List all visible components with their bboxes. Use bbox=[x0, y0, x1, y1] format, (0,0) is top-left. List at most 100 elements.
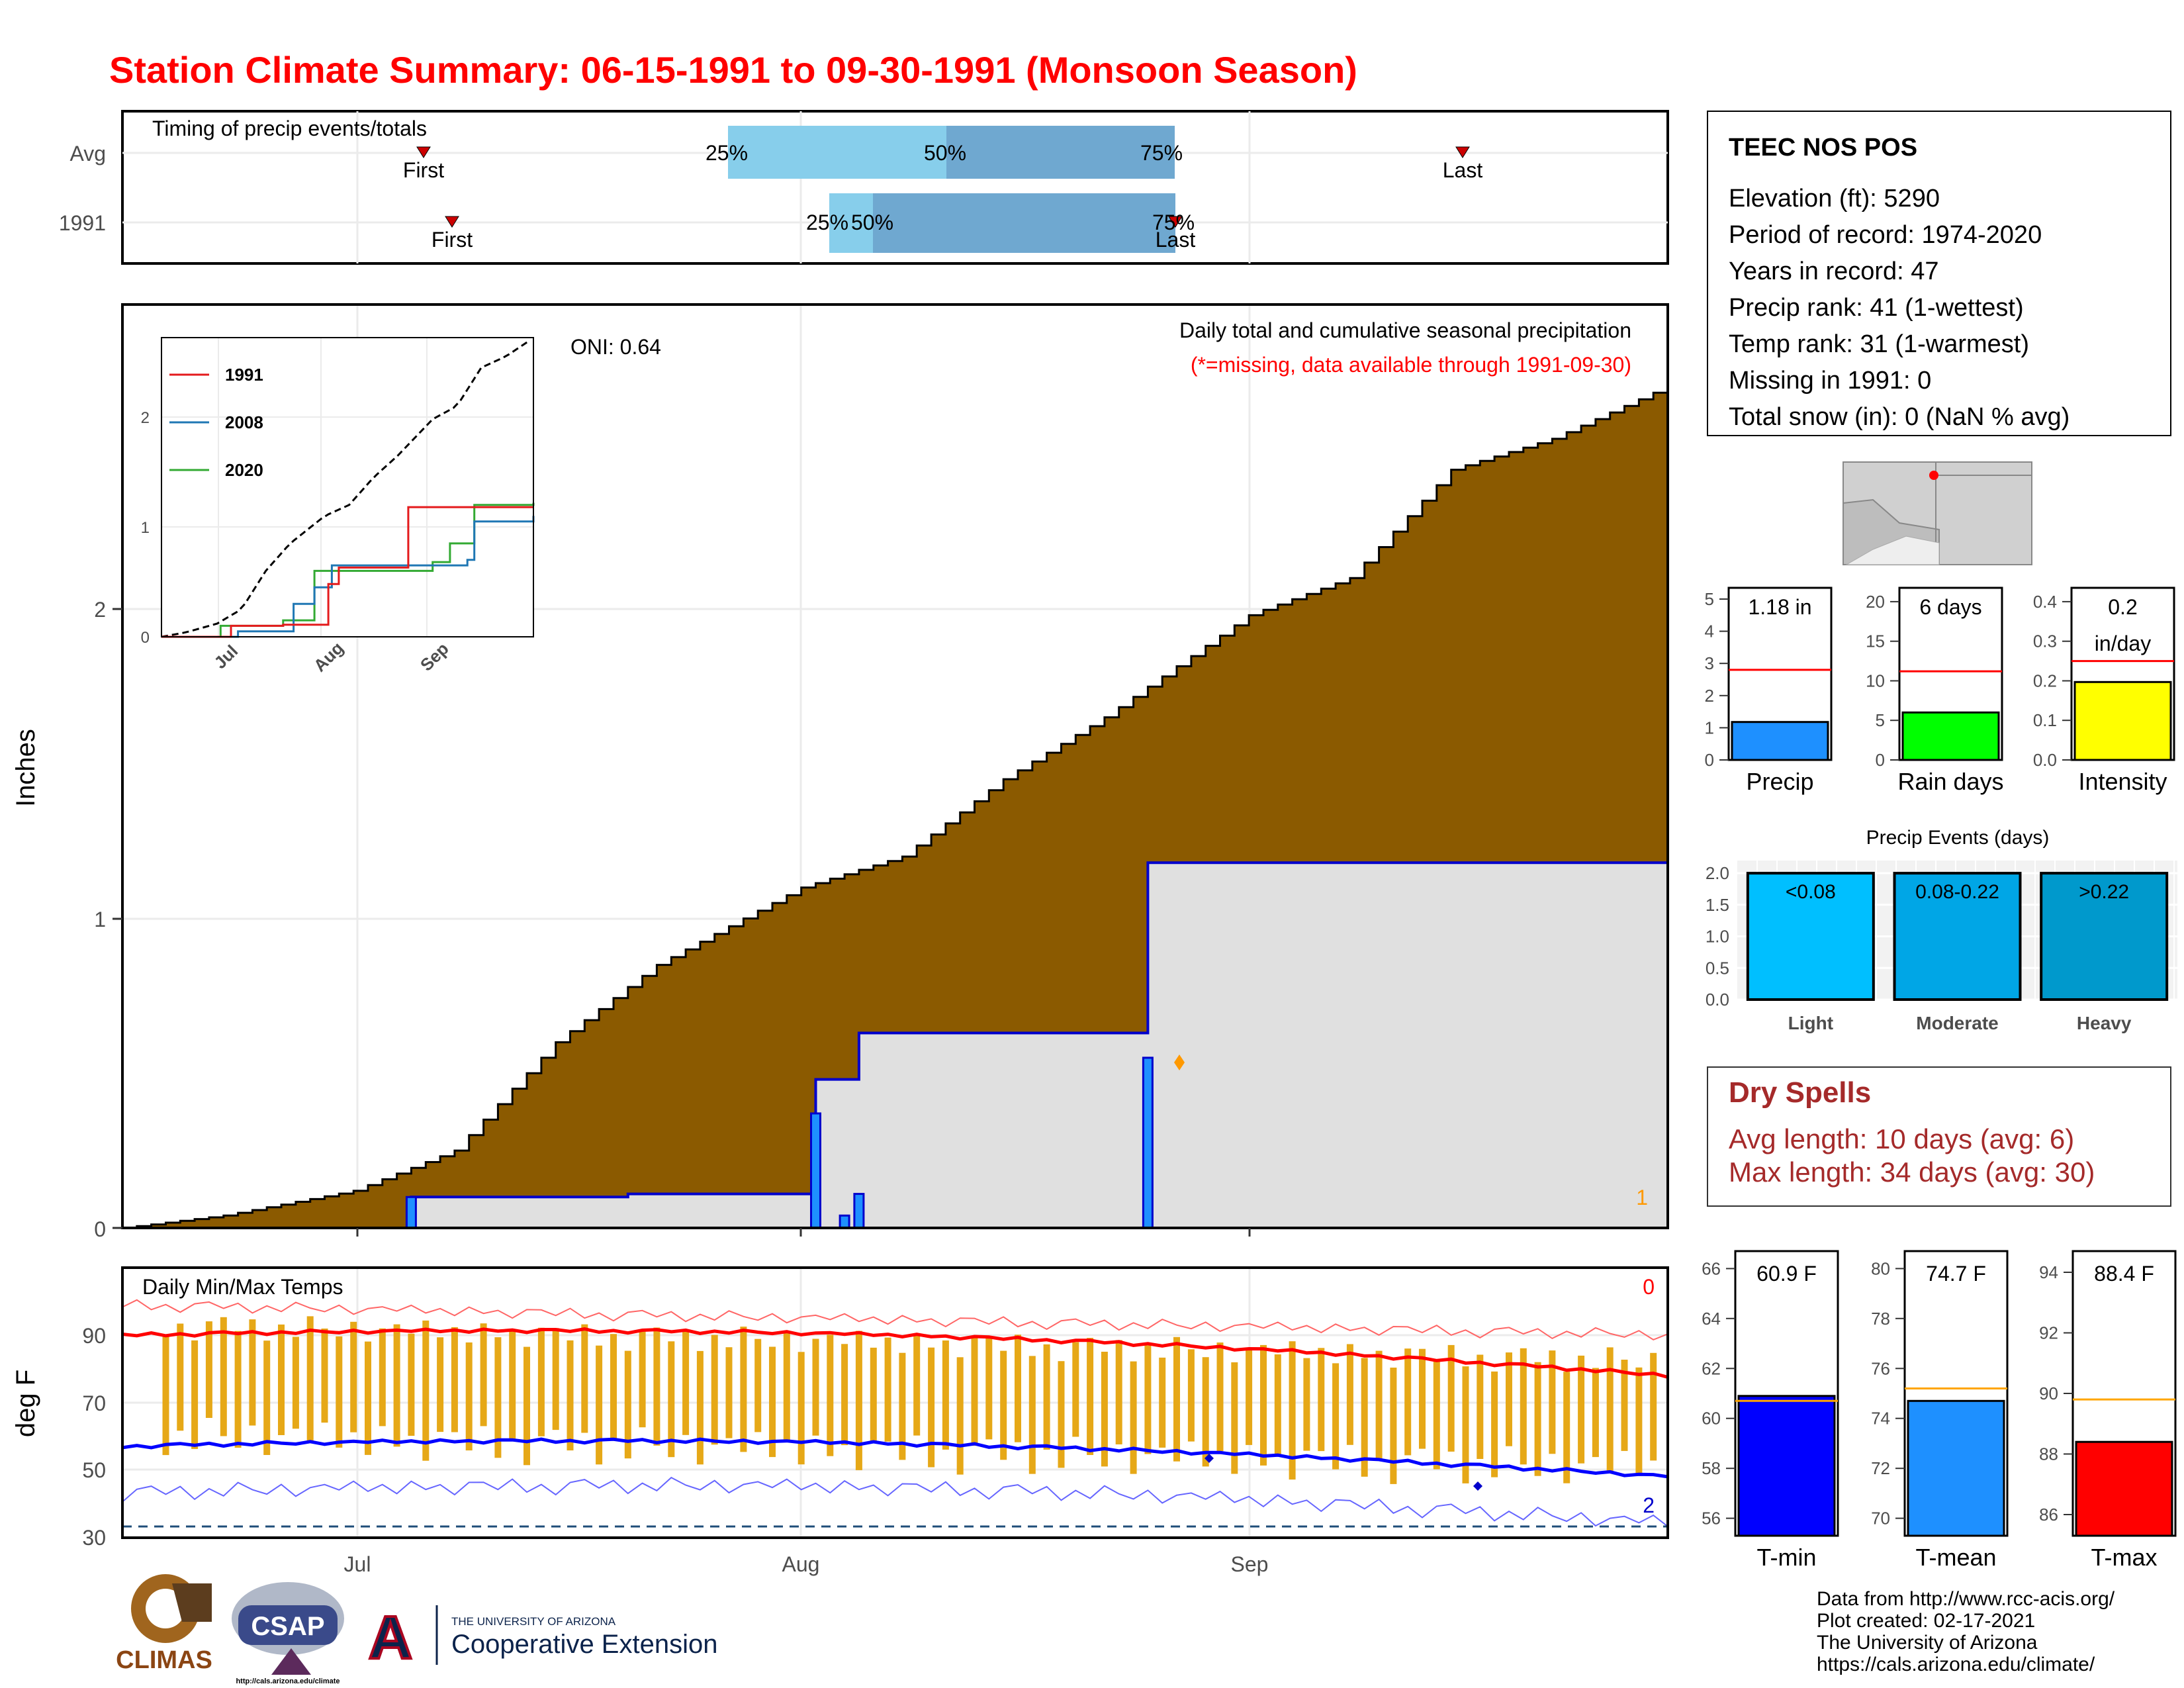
xtick-sep: Sep bbox=[1231, 1552, 1269, 1576]
daily-temp-bar bbox=[306, 1316, 314, 1443]
station-period: Period of record: 1974-2020 bbox=[1729, 221, 2042, 249]
daily-temp-bar bbox=[321, 1329, 328, 1423]
precip-events-ytick: 0.0 bbox=[1706, 990, 1729, 1009]
station-temp-rank: Temp rank: 31 (1-warmest) bbox=[1729, 330, 2029, 358]
inset-legend-2020: 2020 bbox=[225, 460, 263, 480]
timing-1991-25-50-bar bbox=[829, 193, 873, 253]
temp-chart-ytick: 62 bbox=[1702, 1358, 1721, 1378]
inset-ytick-0: 0 bbox=[141, 629, 150, 647]
daily-temp-bar bbox=[956, 1357, 964, 1475]
daily-temp-bar bbox=[696, 1350, 704, 1465]
inset-1991-line bbox=[161, 506, 533, 638]
footer-line-4: https://cals.arizona.edu/climate/ bbox=[1817, 1654, 2095, 1675]
climas-logo: CLIMAS bbox=[116, 1574, 212, 1674]
station-years: Years in record: 47 bbox=[1729, 258, 1939, 285]
avg-min-line bbox=[122, 1437, 1668, 1479]
daily-temp-bar bbox=[913, 1333, 921, 1436]
daily-temp-bar bbox=[754, 1338, 762, 1432]
daily-precip-bar bbox=[853, 1193, 865, 1229]
dry-spells-avg: Avg length: 10 days (avg: 6) bbox=[1729, 1123, 2074, 1154]
daily-temp-bar bbox=[1115, 1340, 1122, 1444]
temp-marker-2 bbox=[1473, 1481, 1482, 1491]
daily-temp-bar bbox=[1433, 1361, 1440, 1470]
timing-row-1991: 1991 bbox=[59, 211, 106, 235]
precip-events-bar bbox=[1746, 872, 1875, 1001]
mini-chart-ytick: 1 bbox=[1705, 718, 1714, 737]
daily-temp-bar bbox=[1202, 1357, 1209, 1467]
mini-chart-ytick: 3 bbox=[1705, 653, 1714, 673]
max-daily-marker bbox=[1174, 1055, 1185, 1070]
temp-chart-ytick: 94 bbox=[2039, 1262, 2058, 1282]
inset-legend-2008: 2008 bbox=[225, 412, 263, 432]
precip-events-bar bbox=[2040, 872, 2169, 1001]
dry-spells-max: Max length: 34 days (avg: 30) bbox=[1729, 1156, 2095, 1188]
footer-credits: Data from http://www.rcc-acis.org/ Plot … bbox=[1817, 1588, 2115, 1675]
oni-label: ONI: 0.64 bbox=[570, 335, 661, 359]
daily-temp-bar bbox=[827, 1335, 834, 1456]
daily-temp-bar bbox=[725, 1347, 733, 1438]
daily-temp-bar bbox=[797, 1352, 805, 1465]
daily-temp-bar bbox=[1289, 1341, 1296, 1480]
precip-events-bar-label: Light bbox=[1788, 1013, 1833, 1033]
mini-chart-label: Precip bbox=[1746, 768, 1813, 795]
daily-temp-bar bbox=[1520, 1348, 1527, 1465]
mini-chart-ytick: 0.2 bbox=[2033, 671, 2057, 691]
mini-chart-ytick: 0.4 bbox=[2033, 592, 2057, 612]
daily-temp-bar bbox=[740, 1327, 747, 1452]
timing-avg-last-marker bbox=[1455, 146, 1470, 158]
daily-temp-bar bbox=[1087, 1338, 1094, 1455]
precip-events-ytick: 1.5 bbox=[1706, 895, 1729, 915]
daily-temp-bar bbox=[552, 1328, 559, 1430]
footer-line-3: The University of Arizona bbox=[1817, 1632, 2038, 1654]
precip-events-bar-range: 0.08-0.22 bbox=[1915, 881, 1999, 903]
timing-1991-p25: 25% bbox=[806, 211, 848, 234]
precip-ytick-1: 1 bbox=[94, 908, 106, 931]
csap-logo: CSAP http://cals.arizona.edu/climate bbox=[232, 1582, 344, 1685]
inset-cumulative-plot: 1991 2008 2020 0 1 2 Jul Aug Sep bbox=[141, 337, 535, 676]
station-missing: Missing in 1991: 0 bbox=[1729, 367, 1931, 395]
csap-logo-url: http://cals.arizona.edu/climate bbox=[236, 1677, 340, 1685]
xtick-aug: Aug bbox=[782, 1552, 820, 1576]
precip-ytick-0: 0 bbox=[94, 1217, 106, 1241]
daily-temp-bar bbox=[1231, 1362, 1238, 1474]
precip-note-2: (*=missing, data available through 1991-… bbox=[1191, 353, 1631, 377]
precip-events-bar bbox=[1893, 872, 2022, 1001]
daily-temp-bar bbox=[1606, 1347, 1614, 1471]
footer-line-1: Data from http://www.rcc-acis.org/ bbox=[1817, 1588, 2115, 1610]
daily-temp-bar bbox=[234, 1331, 242, 1448]
daily-temp-bar bbox=[870, 1347, 877, 1442]
record-min-line bbox=[122, 1476, 1668, 1527]
temp-count-top: 0 bbox=[1643, 1275, 1655, 1299]
daily-precip-bar bbox=[1142, 1056, 1154, 1229]
daily-precip-bar bbox=[810, 1112, 821, 1229]
mini-chart-ytick: 0 bbox=[1876, 750, 1885, 770]
temp-chart-label: T-mean bbox=[1915, 1544, 1996, 1571]
precip-events-title: Precip Events (days) bbox=[1866, 827, 2050, 849]
daily-temp-bar bbox=[437, 1337, 444, 1432]
daily-temp-bar bbox=[350, 1321, 357, 1432]
daily-temp-bar bbox=[1028, 1356, 1036, 1474]
temp-chart-value-label: 60.9 F bbox=[1756, 1262, 1817, 1286]
daily-temp-bar bbox=[668, 1341, 675, 1458]
daily-precip-bar bbox=[839, 1214, 850, 1229]
daily-temp-bar bbox=[899, 1352, 906, 1460]
daily-temp-bar bbox=[191, 1340, 199, 1449]
ua-logo-line-2: Cooperative Extension bbox=[451, 1630, 717, 1659]
precip-count-label: 1 bbox=[1636, 1186, 1648, 1209]
temp-chart-ytick: 92 bbox=[2039, 1323, 2058, 1343]
daily-temp-bar bbox=[581, 1324, 588, 1433]
record-max-line bbox=[122, 1299, 1668, 1341]
daily-temp-bar bbox=[365, 1341, 371, 1455]
daily-temp-bar bbox=[1187, 1349, 1195, 1442]
precip-events-bar-range: <0.08 bbox=[1786, 881, 1836, 903]
avg-max-line bbox=[122, 1327, 1668, 1379]
daily-temp-bar bbox=[480, 1323, 487, 1427]
daily-temp-bar bbox=[1246, 1349, 1253, 1445]
location-map bbox=[1843, 461, 2032, 565]
mini-chart-ytick: 0 bbox=[1705, 750, 1714, 770]
daily-temp-range-bars bbox=[162, 1316, 1657, 1484]
timing-avg-25-50-bar bbox=[728, 126, 946, 179]
mini-chart-ytick: 20 bbox=[1866, 592, 1885, 612]
daily-temp-bar bbox=[1101, 1352, 1108, 1467]
